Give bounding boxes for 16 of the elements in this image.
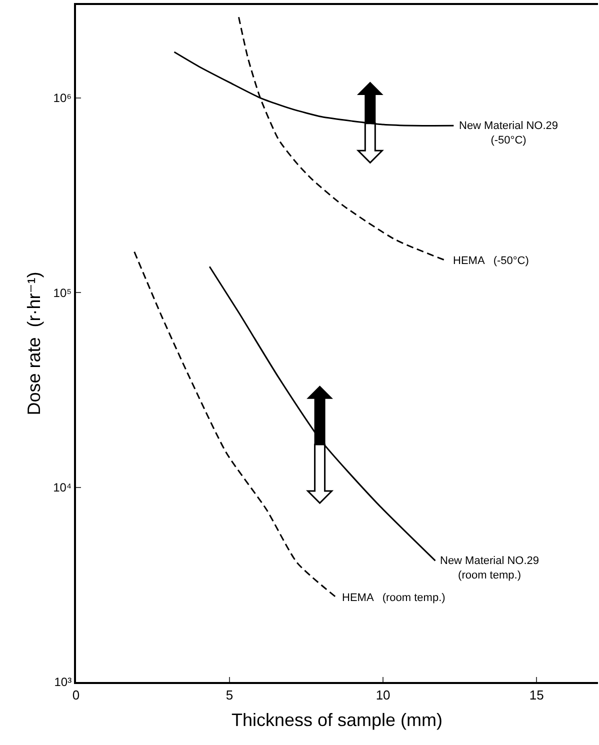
x-tick-label: 15 [529, 688, 544, 703]
annotation: HEMA (-50°C) [453, 255, 529, 267]
annotation: New Material NO.29 (room temp.) [440, 555, 540, 582]
y-tick-label: 10⁴ [53, 480, 72, 494]
x-axis-title: Thickness of sample (mm) [231, 710, 443, 730]
y-axis-title: Dose rate (r·hr⁻¹) [24, 272, 44, 416]
annotation: HEMA (room temp.) [342, 592, 446, 604]
x-tick-label: 5 [226, 688, 234, 703]
y-tick-label: 10⁵ [53, 286, 72, 300]
line-series [134, 251, 338, 599]
y-tick-label: 10³ [54, 675, 72, 690]
x-tick-label: 10 [376, 688, 390, 703]
x-tick-label: 0 [72, 688, 80, 703]
line-series [208, 266, 436, 562]
annotation: New Material NO.29 (-50°C) [459, 120, 558, 146]
y-tick-label: 10⁶ [53, 91, 72, 106]
